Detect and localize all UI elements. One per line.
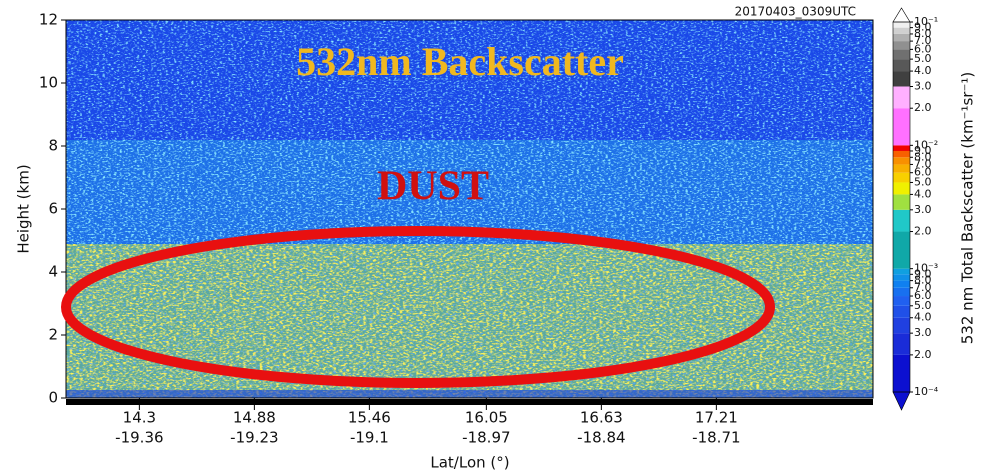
y-tick-label: 4 xyxy=(48,263,58,281)
colorbar-tick-label: 10⁻⁴ xyxy=(914,385,939,398)
x-tick-lon-label: -18.97 xyxy=(462,429,510,447)
colorbar-swatch xyxy=(893,71,910,87)
colorbar-tick-label: 9.0 xyxy=(914,267,932,280)
colorbar-swatch xyxy=(893,305,910,318)
colorbar-swatch xyxy=(893,296,910,306)
x-tick-label: 16.05 xyxy=(465,409,508,427)
colorbar-tick-label: 6.0 xyxy=(914,42,932,55)
colorbar-tick-label: 10⁻³ xyxy=(914,262,938,275)
y-tick-label: 2 xyxy=(48,326,58,344)
x-tick-lon-label: -19.36 xyxy=(115,429,163,447)
colorbar-tick-label: 2.0 xyxy=(914,348,932,361)
field-speckle xyxy=(66,20,873,140)
colorbar-swatch xyxy=(893,333,910,355)
y-axis-label: Height (km) xyxy=(15,164,33,253)
colorbar-extend-low xyxy=(892,391,911,411)
chart-title: 532nm Backscatter xyxy=(296,39,624,84)
colorbar-tick-label: 10⁻¹ xyxy=(914,15,938,28)
colorbar-swatch xyxy=(893,164,910,173)
y-tick-label: 6 xyxy=(48,200,58,218)
colorbar-tick-label: 4.0 xyxy=(914,64,932,77)
x-tick-label: 14.88 xyxy=(233,409,276,427)
colorbar-swatch xyxy=(893,280,910,288)
y-tick-label: 8 xyxy=(48,137,58,155)
colorbar-label: 532 nm Total Backscatter (km⁻¹sr⁻¹) xyxy=(959,72,977,345)
x-tick-label: 14.3 xyxy=(123,409,156,427)
colorbar-tick-label: 7.0 xyxy=(914,281,932,294)
colorbar-tick-label: 6.0 xyxy=(914,166,932,179)
colorbar-swatch xyxy=(893,86,910,109)
colorbar-swatch xyxy=(893,49,910,60)
colorbar-tick-label: 3.0 xyxy=(914,326,932,339)
colorbar-tick-label: 7.0 xyxy=(914,157,932,170)
colorbar-swatch xyxy=(893,157,910,165)
colorbar-swatch xyxy=(893,145,910,151)
colorbar-tick-label: 2.0 xyxy=(914,101,932,114)
colorbar-swatch xyxy=(893,268,910,275)
colorbar-swatch xyxy=(893,108,910,146)
colorbar-swatch xyxy=(893,150,910,158)
x-tick-label: 15.46 xyxy=(348,409,391,427)
colorbar-swatch xyxy=(893,209,910,232)
colorbar-tick-label: 3.0 xyxy=(914,79,932,92)
colorbar-tick-label: 4.0 xyxy=(914,187,932,200)
colorbar-tick-label: 9.0 xyxy=(914,21,932,34)
colorbar-tick-label: 9.0 xyxy=(914,144,932,157)
x-axis-label: Lat/Lon (°) xyxy=(430,454,509,472)
timestamp: 20170403_0309UTC xyxy=(735,5,856,19)
colorbar-tick-label: 5.0 xyxy=(914,299,932,312)
colorbar-tick-label: 7.0 xyxy=(914,34,932,47)
x-tick-lon-label: -18.84 xyxy=(577,429,625,447)
colorbar-swatch xyxy=(893,231,910,269)
colorbar-tick-label: 8.0 xyxy=(914,27,932,40)
colorbar-swatch xyxy=(893,317,910,334)
colorbar-frame xyxy=(892,21,911,393)
colorbar-swatch xyxy=(893,27,910,34)
field-speckle xyxy=(66,244,873,398)
colorbar-tick-label: 10⁻² xyxy=(914,138,938,151)
colorbar-tick-label: 8.0 xyxy=(914,274,932,287)
colorbar-swatch xyxy=(893,22,910,28)
colorbar-tick-label: 2.0 xyxy=(914,225,932,238)
colorbar-swatch xyxy=(893,182,910,195)
colorbar-tick-label: 8.0 xyxy=(914,150,932,163)
x-tick-lon-label: -18.71 xyxy=(692,429,740,447)
x-tick-label: 17.21 xyxy=(695,409,738,427)
x-tick-lon-label: -19.23 xyxy=(230,429,278,447)
y-tick-label: 10 xyxy=(39,74,58,92)
colorbar-extend-high xyxy=(892,7,911,23)
colorbar-swatch xyxy=(893,194,910,210)
colorbar-tick-label: 5.0 xyxy=(914,52,932,65)
y-tick-label: 12 xyxy=(39,11,58,29)
colorbar-tick-label: 3.0 xyxy=(914,203,932,216)
colorbar-swatch xyxy=(893,287,910,297)
colorbar-swatch xyxy=(893,59,910,72)
colorbar-tick-label: 6.0 xyxy=(914,289,932,302)
colorbar-swatch xyxy=(893,41,910,50)
colorbar-swatch xyxy=(893,274,910,281)
y-tick-label: 0 xyxy=(48,389,58,407)
ground-bar xyxy=(66,399,873,405)
colorbar-swatch xyxy=(893,33,910,42)
colorbar-swatch xyxy=(893,172,910,183)
dust-ellipse xyxy=(61,226,775,388)
dust-annotation: DUST xyxy=(377,164,489,210)
x-tick-lon-label: -19.1 xyxy=(350,429,389,447)
field-surface xyxy=(66,390,873,398)
x-tick-label: 16.63 xyxy=(580,409,623,427)
colorbar-tick-label: 5.0 xyxy=(914,175,932,188)
colorbar-tick-label: 4.0 xyxy=(914,311,932,324)
colorbar-swatch xyxy=(893,354,910,392)
